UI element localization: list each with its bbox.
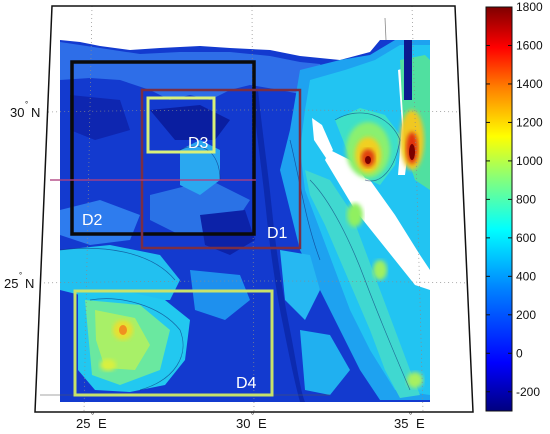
graticule <box>39 6 471 412</box>
svg-text:E: E <box>258 416 267 431</box>
colorbar-tick-label: 1000 <box>516 154 543 168</box>
svg-text:°: ° <box>251 411 254 420</box>
lon-label-25: 25 ° E <box>76 411 107 431</box>
svg-text:N: N <box>31 105 40 120</box>
svg-text:35: 35 <box>394 416 408 431</box>
colorbar-tick-label: 800 <box>516 192 536 206</box>
domain-d3-box <box>146 96 216 154</box>
colorbar-tick-label: 0 <box>516 346 523 360</box>
domain-d1-label: D1 <box>267 225 288 242</box>
svg-text:°: ° <box>91 411 94 420</box>
colorbar-tick-label: 400 <box>516 269 536 283</box>
colorbar-tick-label: 1200 <box>516 115 543 129</box>
domain-d2-label: D2 <box>82 212 103 229</box>
svg-text:25: 25 <box>4 276 18 291</box>
colorbar-tick-label: 200 <box>516 308 536 322</box>
svg-text:25: 25 <box>76 416 90 431</box>
colorbar-tick-label: 1800 <box>516 0 543 14</box>
svg-text:E: E <box>416 416 425 431</box>
domain-d4-label: D4 <box>236 375 257 392</box>
domain-d4-box <box>73 289 274 397</box>
colorbar-tick-label: 1400 <box>516 77 543 91</box>
red-sea <box>325 150 430 290</box>
domain-d3-label: D3 <box>188 135 209 152</box>
lat-label-25: 25 ° N <box>4 271 34 291</box>
lon-label-35: 35 ° E <box>394 411 425 431</box>
domain-d1-box <box>140 88 302 250</box>
colorbar-tick-label: 600 <box>516 231 536 245</box>
svg-text:°: ° <box>25 100 28 109</box>
svg-text:E: E <box>98 416 107 431</box>
svg-text:°: ° <box>19 271 22 280</box>
svg-text:30: 30 <box>236 416 250 431</box>
domain-d2-box <box>70 60 256 236</box>
mediterranean-sea <box>60 32 430 60</box>
colorbar-tick-label: -200 <box>516 385 540 399</box>
svg-text:30: 30 <box>10 105 24 120</box>
colorbar-tick-label: 1600 <box>516 38 543 52</box>
colorbar <box>485 6 513 412</box>
lon-label-30: 30 ° E <box>236 411 267 431</box>
colorbar-ticks: 1800 1600 1400 1200 1000 800 600 400 200 0 -200 <box>486 0 543 399</box>
elevation-field <box>40 17 430 402</box>
svg-text:°: ° <box>409 411 412 420</box>
lat-label-30: 30 ° N <box>10 100 40 120</box>
svg-text:N: N <box>25 276 34 291</box>
